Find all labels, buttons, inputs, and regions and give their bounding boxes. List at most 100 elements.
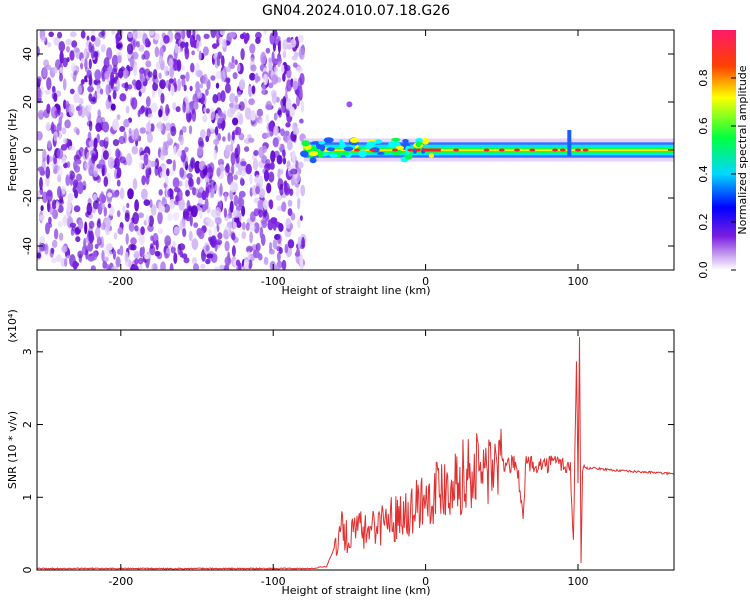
noise-blob bbox=[59, 67, 64, 74]
noise-blob bbox=[37, 86, 42, 98]
noise-blob bbox=[131, 145, 139, 155]
signal-peak bbox=[529, 148, 536, 152]
noise-blob bbox=[190, 205, 198, 218]
noise-blob bbox=[148, 167, 152, 176]
noise-blob bbox=[222, 136, 226, 142]
noise-blob bbox=[127, 188, 134, 200]
noise-blob bbox=[154, 78, 159, 84]
noise-blob bbox=[299, 215, 303, 222]
noise-blob bbox=[157, 120, 163, 133]
noise-blob bbox=[128, 243, 136, 251]
noise-blob bbox=[158, 189, 163, 196]
noise-blob bbox=[84, 221, 88, 235]
noise-blob bbox=[277, 251, 281, 262]
noise-blob bbox=[198, 50, 202, 61]
noise-blob bbox=[37, 109, 45, 119]
noise-blob bbox=[57, 221, 63, 227]
noise-blob bbox=[278, 247, 283, 254]
noise-blob bbox=[158, 201, 162, 213]
noise-blob bbox=[155, 61, 161, 70]
noise-blob bbox=[97, 218, 101, 224]
noise-blob bbox=[65, 100, 70, 108]
noise-blob bbox=[186, 173, 193, 179]
noise-blob bbox=[128, 222, 135, 232]
signal-blob bbox=[309, 157, 317, 164]
noise-blob bbox=[51, 199, 57, 210]
noise-blob bbox=[192, 187, 197, 196]
noise-blob bbox=[98, 193, 106, 205]
noise-blob bbox=[254, 174, 261, 185]
noise-blob bbox=[146, 122, 152, 132]
noise-blob bbox=[188, 101, 194, 111]
noise-blob bbox=[232, 221, 237, 230]
noise-blob bbox=[125, 233, 129, 245]
noise-blob bbox=[148, 30, 155, 36]
noise-blob bbox=[287, 199, 293, 207]
noise-blob bbox=[145, 96, 151, 108]
noise-blob bbox=[162, 196, 166, 203]
noise-blob bbox=[57, 31, 63, 39]
noise-blob bbox=[118, 68, 124, 79]
noise-blob bbox=[185, 189, 190, 197]
noise-blob bbox=[197, 198, 204, 206]
noise-blob bbox=[291, 150, 296, 164]
noise-blob bbox=[167, 188, 174, 198]
noise-blob bbox=[62, 78, 67, 91]
noise-blob bbox=[66, 199, 72, 213]
noise-blob bbox=[118, 136, 126, 145]
noise-blob bbox=[262, 199, 269, 210]
noise-blob bbox=[295, 187, 300, 198]
noise-blob bbox=[37, 46, 40, 57]
noise-blob bbox=[270, 89, 277, 98]
noise-blob bbox=[47, 199, 50, 212]
noise-blob bbox=[284, 182, 291, 196]
noise-blob bbox=[234, 95, 239, 104]
noise-blob bbox=[106, 243, 113, 251]
noise-blob bbox=[242, 221, 246, 231]
noise-blob bbox=[238, 132, 245, 141]
noise-blob bbox=[167, 213, 173, 222]
noise-blob bbox=[252, 158, 259, 171]
stray-blob bbox=[346, 101, 353, 108]
noise-blob bbox=[253, 150, 259, 156]
noise-blob bbox=[150, 102, 158, 113]
noise-blob bbox=[103, 57, 110, 69]
noise-blob bbox=[195, 81, 201, 92]
noise-blob bbox=[169, 263, 174, 270]
noise-blob bbox=[190, 157, 196, 169]
spectrogram-xlabel: Height of straight line (km) bbox=[281, 284, 430, 297]
noise-blob bbox=[57, 186, 62, 198]
noise-blob bbox=[106, 195, 112, 204]
noise-blob bbox=[77, 84, 83, 95]
colorbar-ticks: 0.0 0.2 0.4 0.6 0.8 bbox=[697, 69, 736, 279]
noise-blob bbox=[268, 57, 272, 63]
noise-blob bbox=[266, 182, 272, 194]
noise-blob bbox=[286, 79, 292, 92]
noise-blob bbox=[53, 36, 61, 46]
noise-blob bbox=[87, 241, 94, 252]
noise-blob bbox=[83, 49, 87, 59]
noise-blob bbox=[48, 31, 54, 38]
noise-blob bbox=[256, 108, 264, 117]
noise-blob bbox=[255, 31, 262, 40]
spectrogram-marks bbox=[37, 30, 674, 270]
noise-blob bbox=[143, 50, 150, 60]
noise-blob bbox=[93, 51, 99, 58]
noise-blob bbox=[95, 122, 102, 132]
noise-blob bbox=[265, 47, 271, 54]
noise-blob bbox=[282, 50, 287, 59]
noise-blob bbox=[224, 192, 228, 202]
noise-blob bbox=[275, 76, 282, 83]
noise-blob bbox=[265, 113, 270, 123]
snr-panel: -200 -100 0 100 0 1 2 3 Height of straight line… bbox=[6, 309, 675, 597]
noise-blob bbox=[277, 61, 281, 68]
noise-blob bbox=[87, 131, 92, 142]
noise-blob bbox=[53, 131, 58, 142]
noise-blob bbox=[245, 222, 250, 231]
noise-blob bbox=[65, 174, 71, 187]
noise-blob bbox=[273, 125, 279, 136]
noise-blob bbox=[60, 144, 68, 151]
noise-blob bbox=[232, 209, 240, 218]
noise-blob bbox=[100, 88, 104, 95]
noise-blob bbox=[70, 62, 76, 73]
